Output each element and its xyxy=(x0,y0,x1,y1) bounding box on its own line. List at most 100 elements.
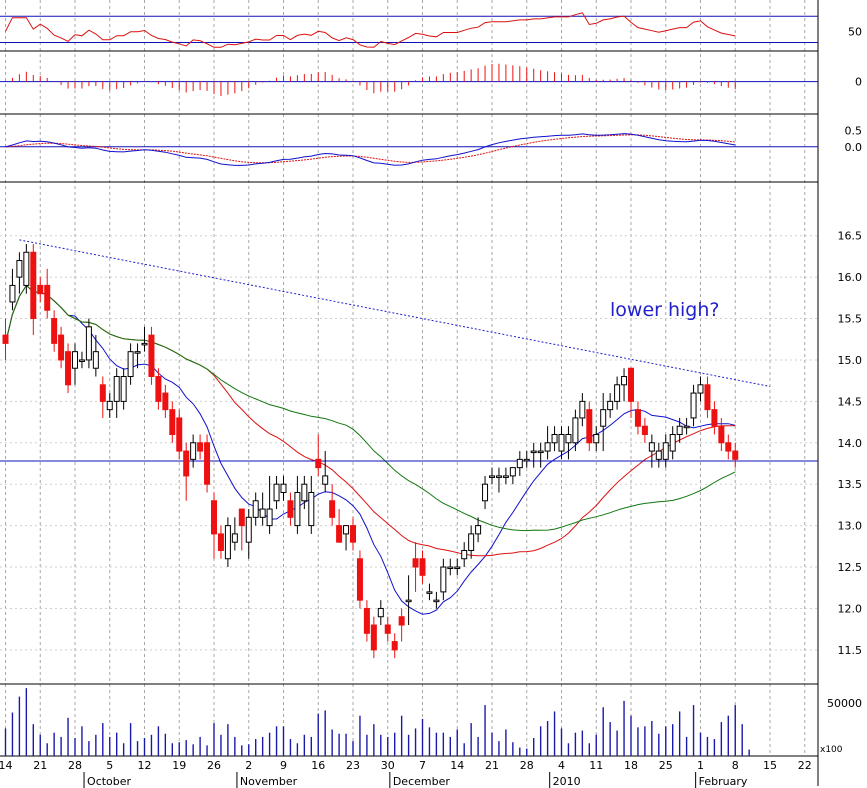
month-label-4: February xyxy=(699,775,748,788)
candle-95 xyxy=(662,434,669,468)
histogram-panel xyxy=(0,63,818,96)
candle-body xyxy=(301,483,308,502)
candle-46 xyxy=(322,451,329,493)
candle-body xyxy=(65,351,72,386)
candle-body xyxy=(607,400,614,411)
candle-61 xyxy=(426,583,433,601)
candle-body xyxy=(350,525,356,543)
candle-33 xyxy=(231,517,238,551)
candle-body xyxy=(58,334,65,361)
candle-body xyxy=(558,434,565,452)
x-tick-label-16: 4 xyxy=(558,759,565,772)
candle-72 xyxy=(502,467,509,485)
x-tick-label-12: 7 xyxy=(419,759,426,772)
candle-body xyxy=(461,549,468,560)
candle-body xyxy=(356,558,363,601)
grid xyxy=(0,0,818,756)
candle-4 xyxy=(30,243,37,336)
macd-line xyxy=(5,133,736,166)
macd-tick-label-1: 0.0 xyxy=(845,141,863,154)
x-tick-label-10: 23 xyxy=(346,759,360,772)
ma-slow-line xyxy=(5,284,736,532)
candle-body xyxy=(440,566,447,593)
candle-body xyxy=(190,442,197,460)
x-tick-label-17: 11 xyxy=(589,759,603,772)
candle-76 xyxy=(530,442,537,468)
candle-body xyxy=(72,351,78,369)
candle-50 xyxy=(350,517,356,551)
candle-79 xyxy=(551,426,558,452)
x-tick-label-19: 25 xyxy=(659,759,673,772)
candle-body xyxy=(600,409,607,427)
candle-body xyxy=(447,566,454,570)
candle-36 xyxy=(252,492,259,526)
candle-body xyxy=(468,533,475,551)
candle-105 xyxy=(732,442,739,468)
candle-97 xyxy=(676,417,683,443)
candle-body xyxy=(85,326,92,361)
candle-25 xyxy=(176,409,183,460)
candle-body xyxy=(155,376,162,402)
candle-body xyxy=(231,533,238,543)
candle-66 xyxy=(461,542,468,568)
price-tick-label-3: 13.0 xyxy=(838,520,863,533)
candle-body xyxy=(280,483,287,493)
panel-frames xyxy=(0,0,819,786)
candle-body xyxy=(530,450,537,454)
candle-body xyxy=(544,442,551,452)
candle-body xyxy=(377,607,384,618)
candle-64 xyxy=(447,558,454,576)
candle-body xyxy=(489,475,495,478)
candle-83 xyxy=(579,393,586,427)
x-tick-label-20: 1 xyxy=(697,759,704,772)
candle-17 xyxy=(120,368,127,410)
candle-104 xyxy=(725,434,732,460)
candle-body xyxy=(495,475,502,478)
candle-32 xyxy=(224,517,231,568)
candle-92 xyxy=(641,417,648,443)
candle-16 xyxy=(113,368,120,418)
candle-77 xyxy=(537,442,544,468)
candle-body xyxy=(23,251,30,286)
candle-86 xyxy=(600,393,607,452)
candle-1 xyxy=(9,268,16,311)
candle-103 xyxy=(718,417,725,452)
x-tick-label-11: 30 xyxy=(381,759,395,772)
candle-98 xyxy=(683,417,690,435)
candle-body xyxy=(141,342,148,346)
rsi-tick-label-0: 50 xyxy=(848,25,862,38)
candle-body xyxy=(669,434,676,452)
candle-11 xyxy=(78,351,85,369)
candle-21 xyxy=(148,326,155,385)
price-tick-label-7: 15.0 xyxy=(838,354,863,367)
rsi-line xyxy=(5,12,736,48)
candle-body xyxy=(579,400,586,419)
annotation-lower-high: lower high? xyxy=(610,299,720,321)
candle-13 xyxy=(92,335,99,377)
trend-line xyxy=(19,239,771,387)
x-tick-label-9: 16 xyxy=(311,759,325,772)
candle-body xyxy=(537,450,544,454)
price-tick-label-1: 12.0 xyxy=(838,602,863,615)
candle-body xyxy=(336,525,343,543)
candle-body xyxy=(322,475,329,485)
candle-78 xyxy=(544,426,551,460)
candle-body xyxy=(217,533,224,551)
candle-body xyxy=(516,458,523,469)
rsi-panel xyxy=(0,12,818,48)
candle-62 xyxy=(433,591,440,609)
candle-body xyxy=(454,566,461,570)
candle-body xyxy=(9,284,16,303)
candle-body xyxy=(683,425,690,429)
candle-body xyxy=(690,392,697,419)
candle-3 xyxy=(23,243,30,294)
x-tick-label-3: 5 xyxy=(106,759,113,772)
price-tick-label-10: 16.5 xyxy=(838,230,863,243)
candle-7 xyxy=(51,310,58,352)
x-tick-label-13: 14 xyxy=(450,759,464,772)
candle-body xyxy=(502,475,509,478)
macd-signal-line xyxy=(5,134,736,164)
candle-body xyxy=(343,525,350,535)
x-tick-label-5: 19 xyxy=(172,759,186,772)
candle-0 xyxy=(2,318,9,360)
